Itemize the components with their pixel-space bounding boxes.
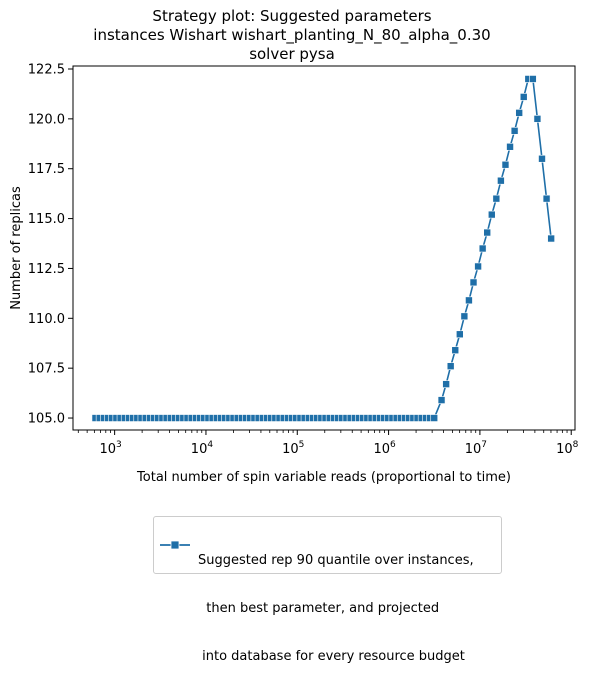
data-point	[510, 127, 519, 135]
data-point	[538, 154, 546, 163]
data-point	[474, 262, 482, 271]
data-point	[497, 176, 505, 185]
axes-frame	[72, 65, 576, 431]
x-tick-label: 106	[373, 440, 396, 457]
legend-marker-icon	[160, 540, 190, 550]
x-tick-label: 108	[556, 440, 579, 457]
y-tick-label: 120.0	[28, 112, 65, 127]
data-point	[519, 93, 528, 101]
legend-label-line-3: into database for every resource budget	[198, 649, 465, 664]
x-tick-label: 103	[99, 440, 121, 457]
data-point	[515, 109, 523, 117]
x-tick-label: 105	[282, 440, 304, 457]
data-point	[533, 115, 542, 123]
legend: Suggested rep 90 quantile over instances…	[153, 516, 502, 664]
data-point	[456, 330, 464, 339]
y-tick-label: 122.5	[28, 62, 65, 77]
legend-label-line-1: Suggested rep 90 quantile over instances…	[198, 553, 474, 568]
data-point	[460, 312, 469, 321]
data-point	[430, 414, 439, 422]
data-point	[442, 380, 450, 388]
data-point	[501, 160, 510, 169]
data-point	[446, 362, 455, 370]
y-tick-label: 117.5	[28, 162, 65, 177]
data-point	[451, 346, 460, 355]
data-point	[437, 396, 446, 404]
data-point	[465, 296, 473, 305]
data-point	[487, 210, 496, 219]
y-tick-label: 107.5	[28, 362, 65, 377]
data-point	[492, 194, 501, 203]
data-point	[483, 228, 492, 237]
chart-title-line-2: instances Wishart wishart_planting_N_80_…	[93, 26, 491, 44]
data-point	[506, 142, 514, 151]
data-point	[469, 278, 478, 287]
y-tick-label: 105.0	[28, 412, 65, 427]
y-tick-label: 110.0	[28, 312, 65, 327]
x-axis: 103 104 105 106 107 108	[77, 430, 579, 457]
chart-title-line-3: solver pysa	[249, 45, 335, 63]
data-point	[478, 244, 487, 253]
legend-label: Suggested rep 90 quantile over instances…	[198, 521, 474, 697]
legend-label-line-2: then best parameter, and projected	[198, 601, 440, 616]
x-tick-label: 107	[465, 440, 487, 457]
y-axis: 105.0 107.5 110.0 112.5 115.0 117.5 120.0 122.5	[28, 62, 73, 427]
data-point	[542, 194, 551, 203]
x-axis-label: Total number of spin variable reads (pro…	[136, 470, 511, 485]
y-axis-label: Number of replicas	[9, 186, 24, 310]
data-point	[547, 234, 555, 243]
data-point	[529, 75, 537, 83]
strategy-chart: 103 104 105 106 107 108 105.0107.5110.0112.51…	[9, 62, 579, 485]
y-tick-label: 115.0	[28, 212, 65, 227]
x-tick-label: 104	[191, 440, 214, 457]
y-tick-label: 112.5	[28, 262, 65, 277]
series-suggested-rep	[91, 75, 555, 422]
chart-title-line-1: Strategy plot: Suggested parameters	[152, 7, 432, 25]
